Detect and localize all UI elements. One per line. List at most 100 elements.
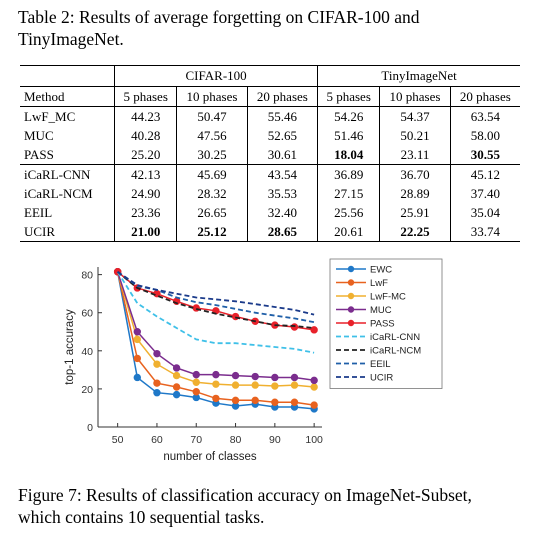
data-point-lwf-mc	[271, 382, 279, 390]
legend-swatch-marker	[347, 292, 355, 300]
table-value-cell: 26.65	[176, 203, 248, 222]
table-value-cell: 47.56	[176, 126, 248, 145]
x-tick-label: 90	[269, 434, 281, 446]
table-value-cell: 32.40	[246, 203, 318, 222]
table-phase-header: 20 phases	[246, 86, 318, 107]
table-method-cell: iCaRL-CNN	[20, 164, 115, 184]
table-phase-header: 10 phases	[379, 86, 451, 107]
data-point-lwf	[251, 396, 259, 405]
series-line-icarl-ncm	[117, 271, 315, 329]
data-point-muc	[310, 376, 318, 385]
table-value-cell: 45.69	[176, 164, 248, 184]
table-value-cell: 52.65	[246, 126, 318, 145]
table-value-cell: 22.25	[379, 222, 451, 242]
legend-label: UCIR	[370, 373, 393, 384]
data-point-lwf-mc	[153, 360, 161, 368]
table-value-cell: 24.90	[114, 184, 177, 203]
legend-swatch-marker	[347, 306, 355, 313]
table-value-cell: 50.21	[379, 126, 451, 145]
data-point-lwf	[172, 383, 181, 391]
table-value-cell: 42.13	[114, 164, 177, 184]
legend-label: EEIL	[370, 359, 391, 370]
x-tick-label: 70	[190, 434, 202, 446]
x-tick-label: 60	[151, 434, 163, 446]
data-point-lwf-mc	[310, 383, 318, 391]
x-tick-label: 100	[305, 434, 323, 446]
legend-label: LwF	[370, 278, 388, 289]
table-value-cell: 55.46	[246, 106, 318, 126]
data-point-lwf	[133, 354, 141, 363]
y-tick-label: 80	[81, 270, 93, 282]
table-phase-header: 10 phases	[176, 86, 248, 107]
y-tick-label: 0	[87, 422, 93, 434]
legend-label: MUC	[370, 305, 392, 316]
table-value-cell: 27.15	[317, 184, 380, 203]
table-group-header-tiny: TinyImageNet	[317, 65, 520, 87]
table-value-cell: 51.46	[317, 126, 380, 145]
table-group-header-empty	[20, 65, 115, 87]
table-value-cell: 25.20	[114, 145, 177, 165]
table-value-cell: 54.26	[317, 106, 380, 126]
table-row: iCaRL-CNN 42.13 45.69 43.54 36.89 36.70 …	[20, 164, 520, 184]
table-value-cell: 54.37	[379, 106, 451, 126]
y-tick-label: 20	[81, 384, 93, 396]
table-value-cell: 37.40	[449, 184, 520, 203]
series-line-eeil	[117, 271, 315, 324]
data-point-ewc	[172, 390, 181, 399]
legend-label: PASS	[370, 319, 395, 330]
data-point-ewc	[153, 389, 161, 397]
data-point-lwf-mc	[212, 380, 220, 388]
legend-swatch-marker	[347, 319, 355, 327]
table-value-cell: 23.11	[379, 145, 451, 165]
table-phase-header-row: Method 5 phases 10 phases 20 phases 5 ph…	[20, 86, 520, 107]
table-group-header-cifar: CIFAR-100	[114, 65, 318, 87]
y-tick-label: 60	[81, 308, 93, 320]
results-table: CIFAR-100 TinyImageNet Method 5 phases 1…	[20, 65, 520, 242]
table-value-cell: 30.61	[246, 145, 318, 165]
legend-swatch-marker	[347, 265, 355, 273]
legend-label: LwF-MC	[370, 292, 406, 303]
table-value-cell: 40.28	[114, 126, 177, 145]
data-point-pass	[310, 326, 318, 334]
table-row: PASS 25.20 30.25 30.61 18.04 23.11 30.55	[20, 145, 520, 165]
table-method-cell: iCaRL-NCM	[24, 185, 93, 201]
y-tick-label: 40	[81, 346, 93, 358]
data-point-muc	[290, 373, 299, 382]
data-point-lwf	[271, 398, 279, 406]
data-point-lwf-mc	[231, 381, 240, 389]
data-point-lwf-mc	[172, 371, 181, 380]
data-point-lwf-mc	[251, 381, 259, 389]
figure-caption: Figure 7: Results of classification accu…	[18, 485, 472, 527]
legend-label: EWC	[370, 265, 392, 276]
table-value-cell: 21.00	[114, 222, 177, 242]
y-axis-label: top-1 accuracy	[64, 309, 76, 385]
table-caption: Table 2: Results of average forgetting o…	[18, 7, 420, 49]
table-phase-header: 20 phases	[449, 86, 520, 107]
data-point-lwf	[153, 379, 161, 387]
table-value-cell: 63.54	[449, 106, 520, 126]
data-point-muc	[192, 370, 200, 379]
series-line-icarl-cnn	[116, 271, 315, 354]
data-point-lwf	[290, 398, 299, 406]
x-axis-label: number of classes	[163, 451, 257, 463]
data-point-ewc	[133, 373, 141, 382]
data-point-muc	[153, 349, 161, 358]
table-value-cell: 28.65	[246, 222, 318, 242]
table-method-cell: EEIL	[24, 204, 53, 220]
legend-label: iCaRL-CNN	[370, 332, 420, 343]
accuracy-line-chart: 0 20 40 60 80 50 60 70 80 90 100 number of classes t…	[64, 258, 443, 463]
data-point-lwf-mc	[192, 378, 200, 386]
table-value-cell: 45.12	[449, 164, 520, 184]
data-point-lwf-mc	[133, 335, 141, 344]
table-value-cell: 20.61	[317, 222, 380, 242]
legend-label: iCaRL-NCM	[370, 346, 421, 357]
data-point-muc	[133, 328, 141, 336]
table-value-cell: 58.00	[449, 126, 520, 145]
table-value-cell: 25.12	[176, 222, 248, 242]
table-value-cell: 25.56	[317, 203, 380, 222]
table-value-cell: 35.53	[246, 184, 318, 203]
data-point-muc	[172, 364, 181, 372]
table-value-cell: 50.47	[176, 106, 248, 126]
data-point-lwf-mc	[290, 381, 299, 389]
table-row: EEIL 23.36 26.65 32.40 25.56 25.91 35.04	[20, 203, 520, 222]
